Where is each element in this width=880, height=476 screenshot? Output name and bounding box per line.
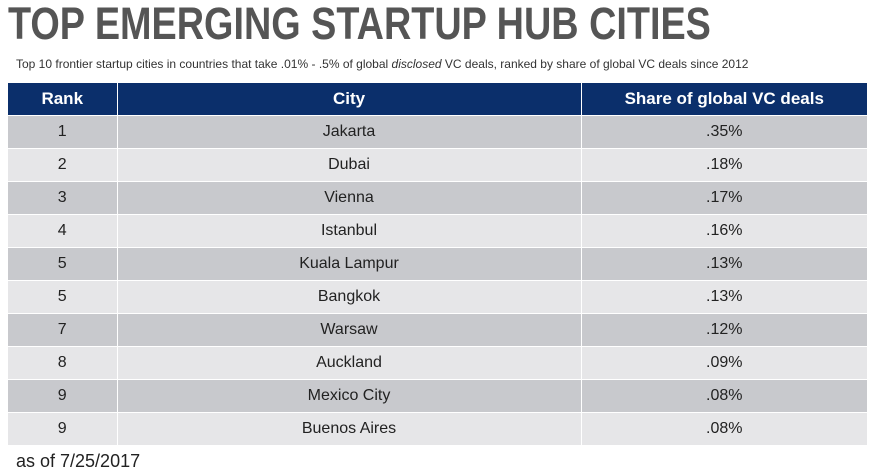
share-cell: .08% (580, 412, 867, 445)
subtitle-text-start: Top 10 frontier startup cities in countr… (16, 57, 392, 71)
rank-cell: 8 (8, 346, 117, 380)
table-row: 1 Jakarta .35% (8, 115, 867, 149)
rank-cell: 3 (8, 181, 117, 215)
table-row: 7 Warsaw .12% (8, 313, 867, 347)
date-footnote: as of 7/25/2017 (16, 451, 141, 471)
share-cell: .13% (580, 280, 867, 314)
share-cell: .09% (580, 346, 867, 380)
table-row: 4 Istanbul .16% (8, 214, 867, 248)
table-body: 1 Jakarta .35% 2 Dubai .18% 3 Vienna .17% 4 Istanb… (8, 115, 867, 445)
table-row: 5 Kuala Lampur .13% (8, 247, 867, 281)
rank-cell: 5 (8, 280, 117, 314)
table-row: 9 Mexico City .08% (8, 379, 867, 413)
city-cell: Warsaw (116, 313, 581, 347)
share-cell: .08% (580, 379, 867, 413)
share-cell: .18% (580, 148, 867, 182)
table-row: 2 Dubai .18% (8, 148, 867, 182)
share-cell: .13% (580, 247, 867, 281)
table-header: Rank City Share of global VC deals (8, 83, 867, 116)
city-cell: Mexico City (116, 379, 581, 413)
city-cell: Bangkok (116, 280, 581, 314)
table-row: 5 Bangkok .13% (8, 280, 867, 314)
subtitle-emphasis: disclosed (391, 57, 442, 71)
rank-cell: 9 (8, 412, 117, 445)
share-cell: .17% (580, 181, 867, 215)
share-cell: .35% (580, 115, 867, 149)
rank-cell: 2 (8, 148, 117, 182)
city-cell: Istanbul (116, 214, 581, 248)
ranking-table: Rank City Share of global VC deals 1 Jaka… (8, 83, 867, 445)
subtitle-text-end: VC deals, ranked by share of global VC d… (441, 57, 749, 71)
city-cell: Jakarta (116, 115, 581, 149)
share-cell: .12% (580, 313, 867, 347)
column-header-city: City (116, 83, 581, 116)
column-header-rank: Rank (8, 83, 117, 116)
rank-cell: 9 (8, 379, 117, 413)
table-row: 3 Vienna .17% (8, 181, 867, 215)
rank-cell: 1 (8, 115, 117, 149)
rank-cell: 7 (8, 313, 117, 347)
city-cell: Dubai (116, 148, 581, 182)
page-subtitle: Top 10 frontier startup cities in countr… (16, 56, 748, 72)
rank-cell: 4 (8, 214, 117, 248)
share-cell: .16% (580, 214, 867, 248)
city-cell: Buenos Aires (116, 412, 581, 445)
table-header-row: Rank City Share of global VC deals (8, 83, 867, 116)
rank-cell: 5 (8, 247, 117, 281)
table-row: 9 Buenos Aires .08% (8, 412, 867, 445)
city-cell: Kuala Lampur (116, 247, 581, 281)
table-row: 8 Auckland .09% (8, 346, 867, 380)
page-title: TOP EMERGING STARTUP HUB CITIES (8, 0, 711, 49)
city-cell: Vienna (116, 181, 581, 215)
city-cell: Auckland (116, 346, 581, 380)
column-header-share: Share of global VC deals (580, 83, 867, 116)
ranking-table-container: Rank City Share of global VC deals 1 Jaka… (8, 83, 867, 445)
